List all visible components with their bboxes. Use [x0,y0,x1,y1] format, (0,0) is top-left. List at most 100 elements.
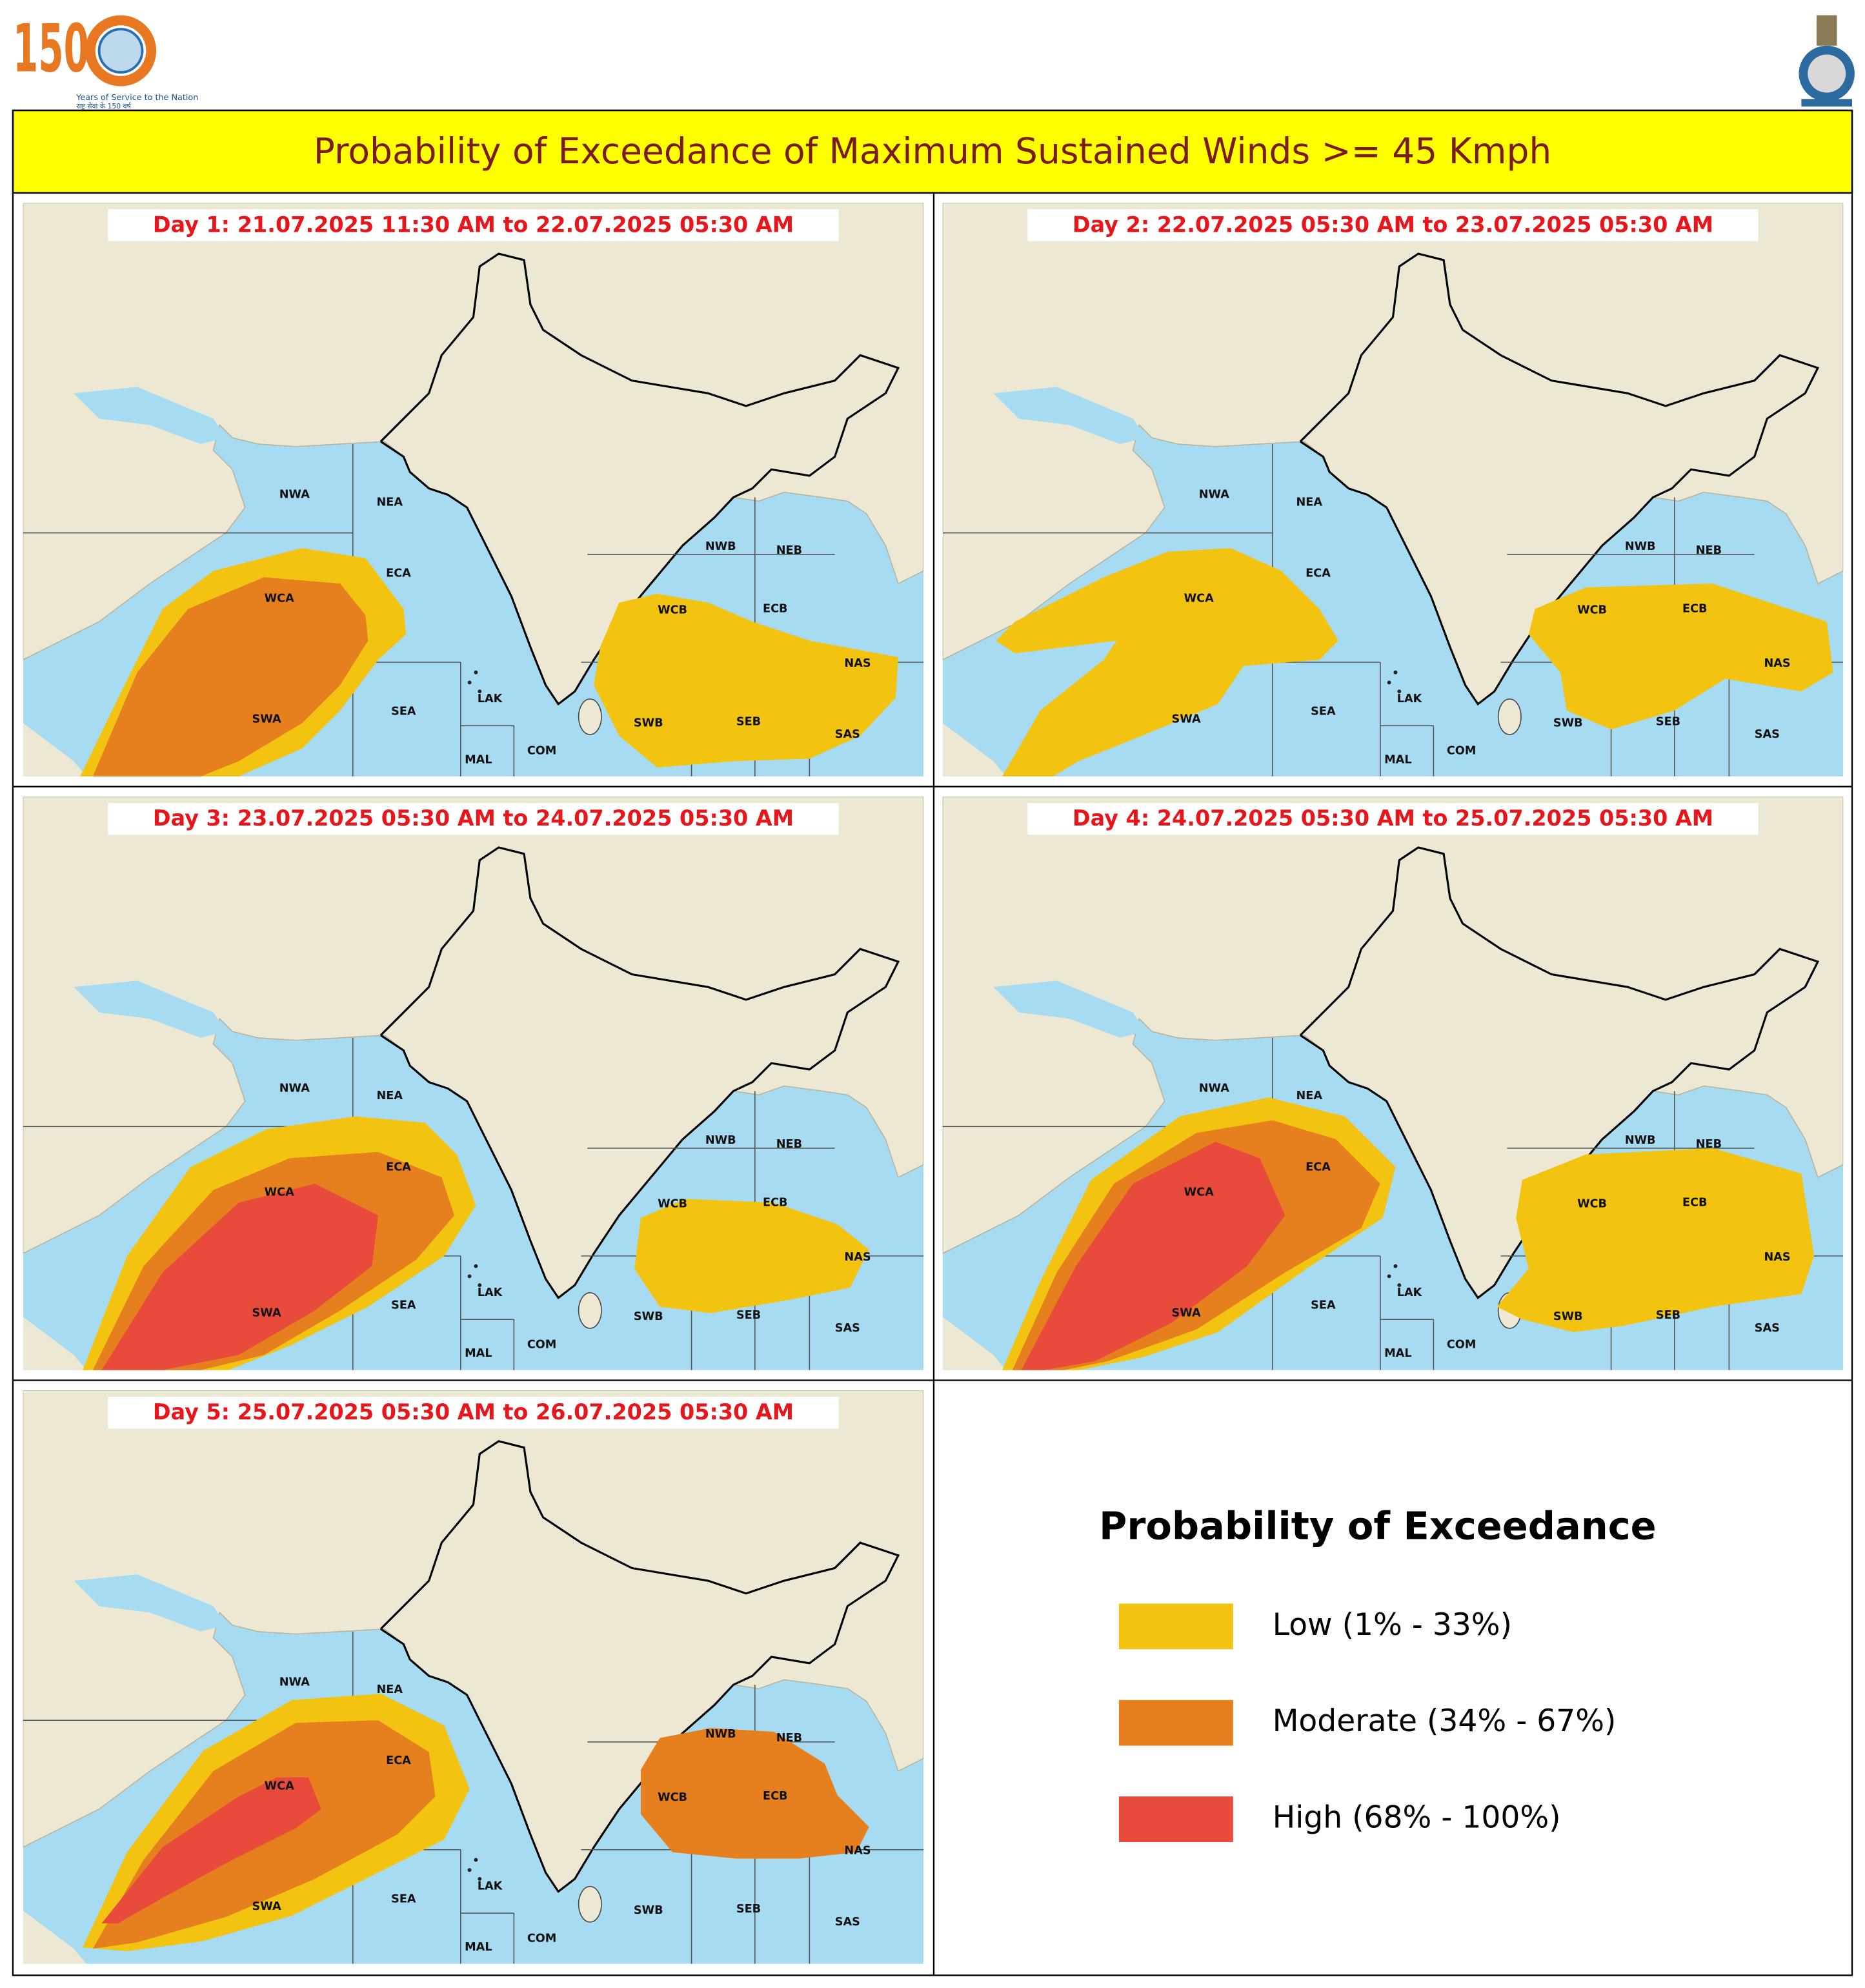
region-label: MAL [1384,753,1412,766]
region-label: SWB [1553,716,1583,729]
probability-zone [92,577,368,776]
region-label: SEA [391,705,416,718]
gulf [993,980,1146,1038]
island [474,1264,478,1268]
region-label: SWB [634,1310,663,1323]
island [1393,670,1398,674]
region-label: ECB [763,1790,788,1803]
region-label: COM [527,1932,557,1945]
land [942,723,1007,776]
region-label: NAS [844,1251,871,1264]
map-panel: NWA NEA ECA WCA SWA SEA LAK MAL COM NWB NEB WCB ECB N… [23,796,924,1370]
region-label: WCB [1577,1197,1607,1210]
region-label: SAS [1755,728,1780,741]
region-label: LAK [478,693,503,705]
region-label: NEA [376,496,403,509]
island [467,1274,472,1279]
probability-zone [101,1183,379,1370]
region-label: LAK [478,1880,503,1893]
region-label: NEA [376,1090,403,1102]
region-label: NAS [1764,1251,1790,1264]
sri-lanka [578,698,602,735]
region-label: SEB [736,1309,761,1322]
map: NWA NEA ECA WCA SWA SEA LAK MAL COM NWB NEB WCB ECB N… [23,203,924,776]
region-label: SAS [835,728,860,741]
gulf [74,1574,227,1632]
island [467,1868,472,1872]
emblem-lions [1816,15,1837,46]
region-label: COM [1447,1338,1477,1351]
region-label: ECB [763,602,788,615]
region-label: MAL [465,1347,492,1360]
region-label: ECA [1306,1161,1331,1173]
outer-frame [12,109,1853,1976]
probability-zone [1497,1148,1815,1332]
land [23,723,86,776]
region-label: SAS [835,1916,860,1929]
region-label: ECB [763,1196,788,1209]
region-label: MAL [465,1941,492,1954]
probability-zone [101,1777,321,1923]
day-label-box [108,1397,839,1429]
probability-zone [634,1199,869,1314]
region-label: SWB [634,716,663,729]
region-label: SWA [252,713,281,725]
day-label-box [108,803,839,835]
legend-label: Low (1% - 33%) [1273,1607,1512,1643]
logo-globe [97,28,144,74]
region-label: NEB [776,1732,802,1745]
region-label: SWA [1172,1306,1201,1319]
map: NWA NEA ECA WCA SWA SEA LAK MAL COM NWB NEB WCB ECB N… [23,796,924,1370]
region-label: ECA [386,1754,411,1767]
region-label: SWB [634,1904,663,1917]
region-label: NAS [844,657,871,670]
logo-ring [85,15,157,86]
region-label: SAS [1755,1322,1780,1335]
island [478,689,482,694]
region-label: ECA [1306,567,1331,580]
title: Probability of Exceedance of Maximum Sus… [314,130,1551,172]
island [1387,680,1391,685]
region-label: WCB [658,1791,687,1804]
region-label: NEB [1696,1138,1722,1151]
map-panel: NWA NEA ECA WCA SWA SEA LAK MAL COM NWB NEB WCB ECB N… [942,203,1844,776]
region-label: WCB [658,1197,687,1210]
island [478,1877,482,1881]
region-label: WCA [265,593,294,605]
india-outline [379,252,900,706]
region-label: NWB [705,540,736,553]
legend-swatch [1118,1603,1233,1650]
region-label: SEA [391,1299,416,1312]
day-label-box [1027,209,1759,241]
sri-lanka [578,1292,602,1329]
region-label: COM [527,745,557,758]
region-label: SEB [1656,1309,1680,1322]
island [1387,1274,1391,1279]
region-label: SAS [835,1322,860,1335]
logo: 150 Years of Service to the Nation राष्ट… [13,10,198,110]
sri-lanka [578,1885,602,1923]
region-label: NWB [705,1728,736,1741]
legend-label: Moderate (34% - 67%) [1273,1703,1617,1739]
region-label: NEB [776,1138,802,1151]
region-label: COM [1447,745,1477,758]
region-label: NEA [376,1683,403,1696]
gulf [74,980,227,1038]
region-label: SEB [1656,715,1680,728]
region-label: NEA [1296,1090,1322,1102]
india-outline [379,846,900,1300]
gulf [74,387,227,444]
region-label: ECA [386,567,411,580]
day-label: Day 1: 21.07.2025 11:30 AM to 22.07.2025… [153,212,794,237]
island [474,670,478,674]
india-outline [1299,252,1820,706]
region-label: WCB [1577,604,1607,616]
island [1397,689,1402,694]
region-label: SWA [252,1306,281,1319]
legend: Probability of Exceedance Low (1% - 33%)… [1099,1504,1657,1842]
map-panel: NWA NEA ECA WCA SWA SEA LAK MAL COM NWB NEB WCB ECB N… [942,796,1844,1370]
map: NWA NEA ECA WCA SWA SEA LAK MAL COM NWB NEB WCB ECB N… [942,796,1844,1370]
day-label: Day 2: 22.07.2025 05:30 AM to 23.07.2025… [1073,212,1713,237]
legend-swatch [1118,1796,1233,1842]
